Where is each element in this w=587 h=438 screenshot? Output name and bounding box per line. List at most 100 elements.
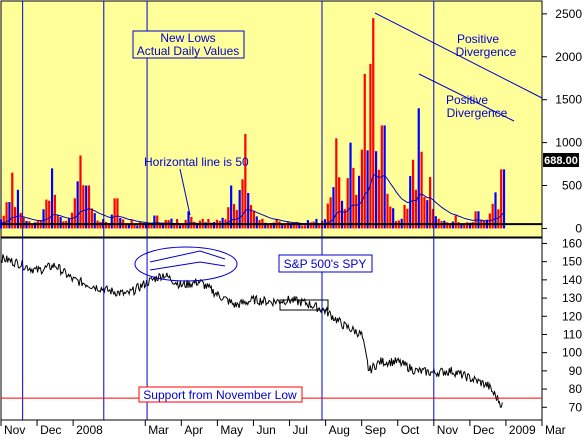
new-lows-bar [187,211,190,229]
top-y-tick-label: 500 [562,179,582,193]
new-lows-bar [340,200,344,229]
new-lows-bar [386,193,389,229]
new-lows-bar [269,223,273,229]
new-lows-bar [392,208,395,229]
new-lows-title-line2: Actual Daily Values [137,44,240,58]
new-lows-bar [383,125,386,229]
x-tick-label: Nov [4,423,25,437]
new-lows-bar [502,169,506,229]
top-y-tick-label: 1000 [555,136,582,150]
bottom-y-tick-label: 140 [562,273,582,287]
x-tick-label: Apr [184,423,203,437]
new-lows-bar [247,192,250,229]
new-lows-bar [53,194,57,229]
new-lows-bar [286,222,290,229]
new-lows-bar [110,214,113,229]
new-lows-bar [56,215,59,229]
new-lows-bar [497,209,500,229]
new-lows-bar [406,208,409,229]
new-lows-bar [82,185,85,229]
spy-channel-bottom [149,261,226,271]
new-lows-bar [431,208,435,229]
spy-channel-top [149,250,226,263]
new-lows-bar [161,222,165,229]
new-lows-bar [8,202,11,229]
new-lows-bar [448,223,452,229]
x-tick-label: May [220,423,243,437]
new-lows-bar [156,215,159,229]
divergence-line-1 [374,12,543,99]
new-lows-bar [500,169,503,229]
top-y-tick-label: 1500 [555,93,582,107]
new-lows-bar [212,222,216,229]
new-lows-bar [301,225,304,229]
new-lows-bar [76,181,79,229]
new-lows-bar [147,224,150,229]
new-lows-bar [22,217,25,229]
x-tick-label: Dec [473,423,494,437]
spy-title-box [278,254,373,273]
new-lows-bar [127,224,130,229]
divergence-label-1: Positive Divergence [456,32,517,59]
new-lows-bar [244,134,247,229]
new-lows-bar [195,223,199,229]
new-lows-bar [457,222,460,229]
new-lows-bar [33,222,37,229]
support-label: Support from November Low [143,388,297,402]
bottom-y-tick-label: 120 [562,309,582,323]
new-lows-bar [264,222,267,229]
new-lows-bar [124,224,128,229]
bottom-y-tick-label: 110 [563,327,582,341]
x-tick-label: Mar [545,423,566,437]
new-lows-bar [99,221,102,229]
new-lows-bar [389,206,392,229]
new-lows-bar [463,224,466,229]
new-lows-bar [326,203,329,229]
new-lows-bar [289,223,292,229]
spy-box [279,299,329,311]
new-lows-bar [87,185,91,229]
new-lows-bar [335,138,338,229]
new-lows-bar [460,223,463,229]
support-label-box [138,386,303,403]
new-lows-bar [369,63,372,229]
new-lows-bar [230,185,233,229]
x-tick-label: Dec [40,423,61,437]
x-tick-label: Oct [401,423,420,437]
new-lows-bar [363,73,366,229]
bottom-y-tick-label: 70 [569,400,583,414]
new-lows-bar [14,207,17,229]
x-tick-label: 2009 [509,423,536,437]
new-lows-bar [178,225,182,229]
top-panel-background [0,0,543,238]
new-lows-bar [417,108,420,229]
new-lows-bar [181,223,184,229]
new-lows-bar [173,223,176,229]
new-lows-bar [434,216,437,229]
new-lows-bar [255,216,258,229]
new-lows-bar [420,151,423,229]
spy-price-line [0,254,503,408]
new-lows-bar [446,222,449,229]
new-lows-bar [48,200,51,229]
bottom-y-tick-label: 160 [562,236,582,250]
new-lows-bar [292,222,295,229]
new-lows-bar [238,189,241,229]
moving-average-line [0,174,505,225]
last-value-badge [543,153,579,167]
divergence-line-2 [418,73,515,122]
new-lows-bar [352,167,355,229]
top-y-tick-label: 2000 [555,50,582,64]
new-lows-bar [139,222,142,229]
x-tick-label: Aug [329,423,350,437]
bottom-y-tick-label: 90 [569,364,583,378]
bottom-y-tick-label: 150 [562,255,582,269]
new-lows-bar [423,197,426,229]
new-lows-bar [2,215,5,229]
bottom-y-tick-label: 80 [569,382,583,396]
new-lows-bar [227,207,230,229]
new-lows-bar [249,205,253,229]
horizontal-line-pointer [179,168,191,216]
top-y-tick-label: 0 [575,221,582,235]
new-lows-bar [471,222,474,229]
